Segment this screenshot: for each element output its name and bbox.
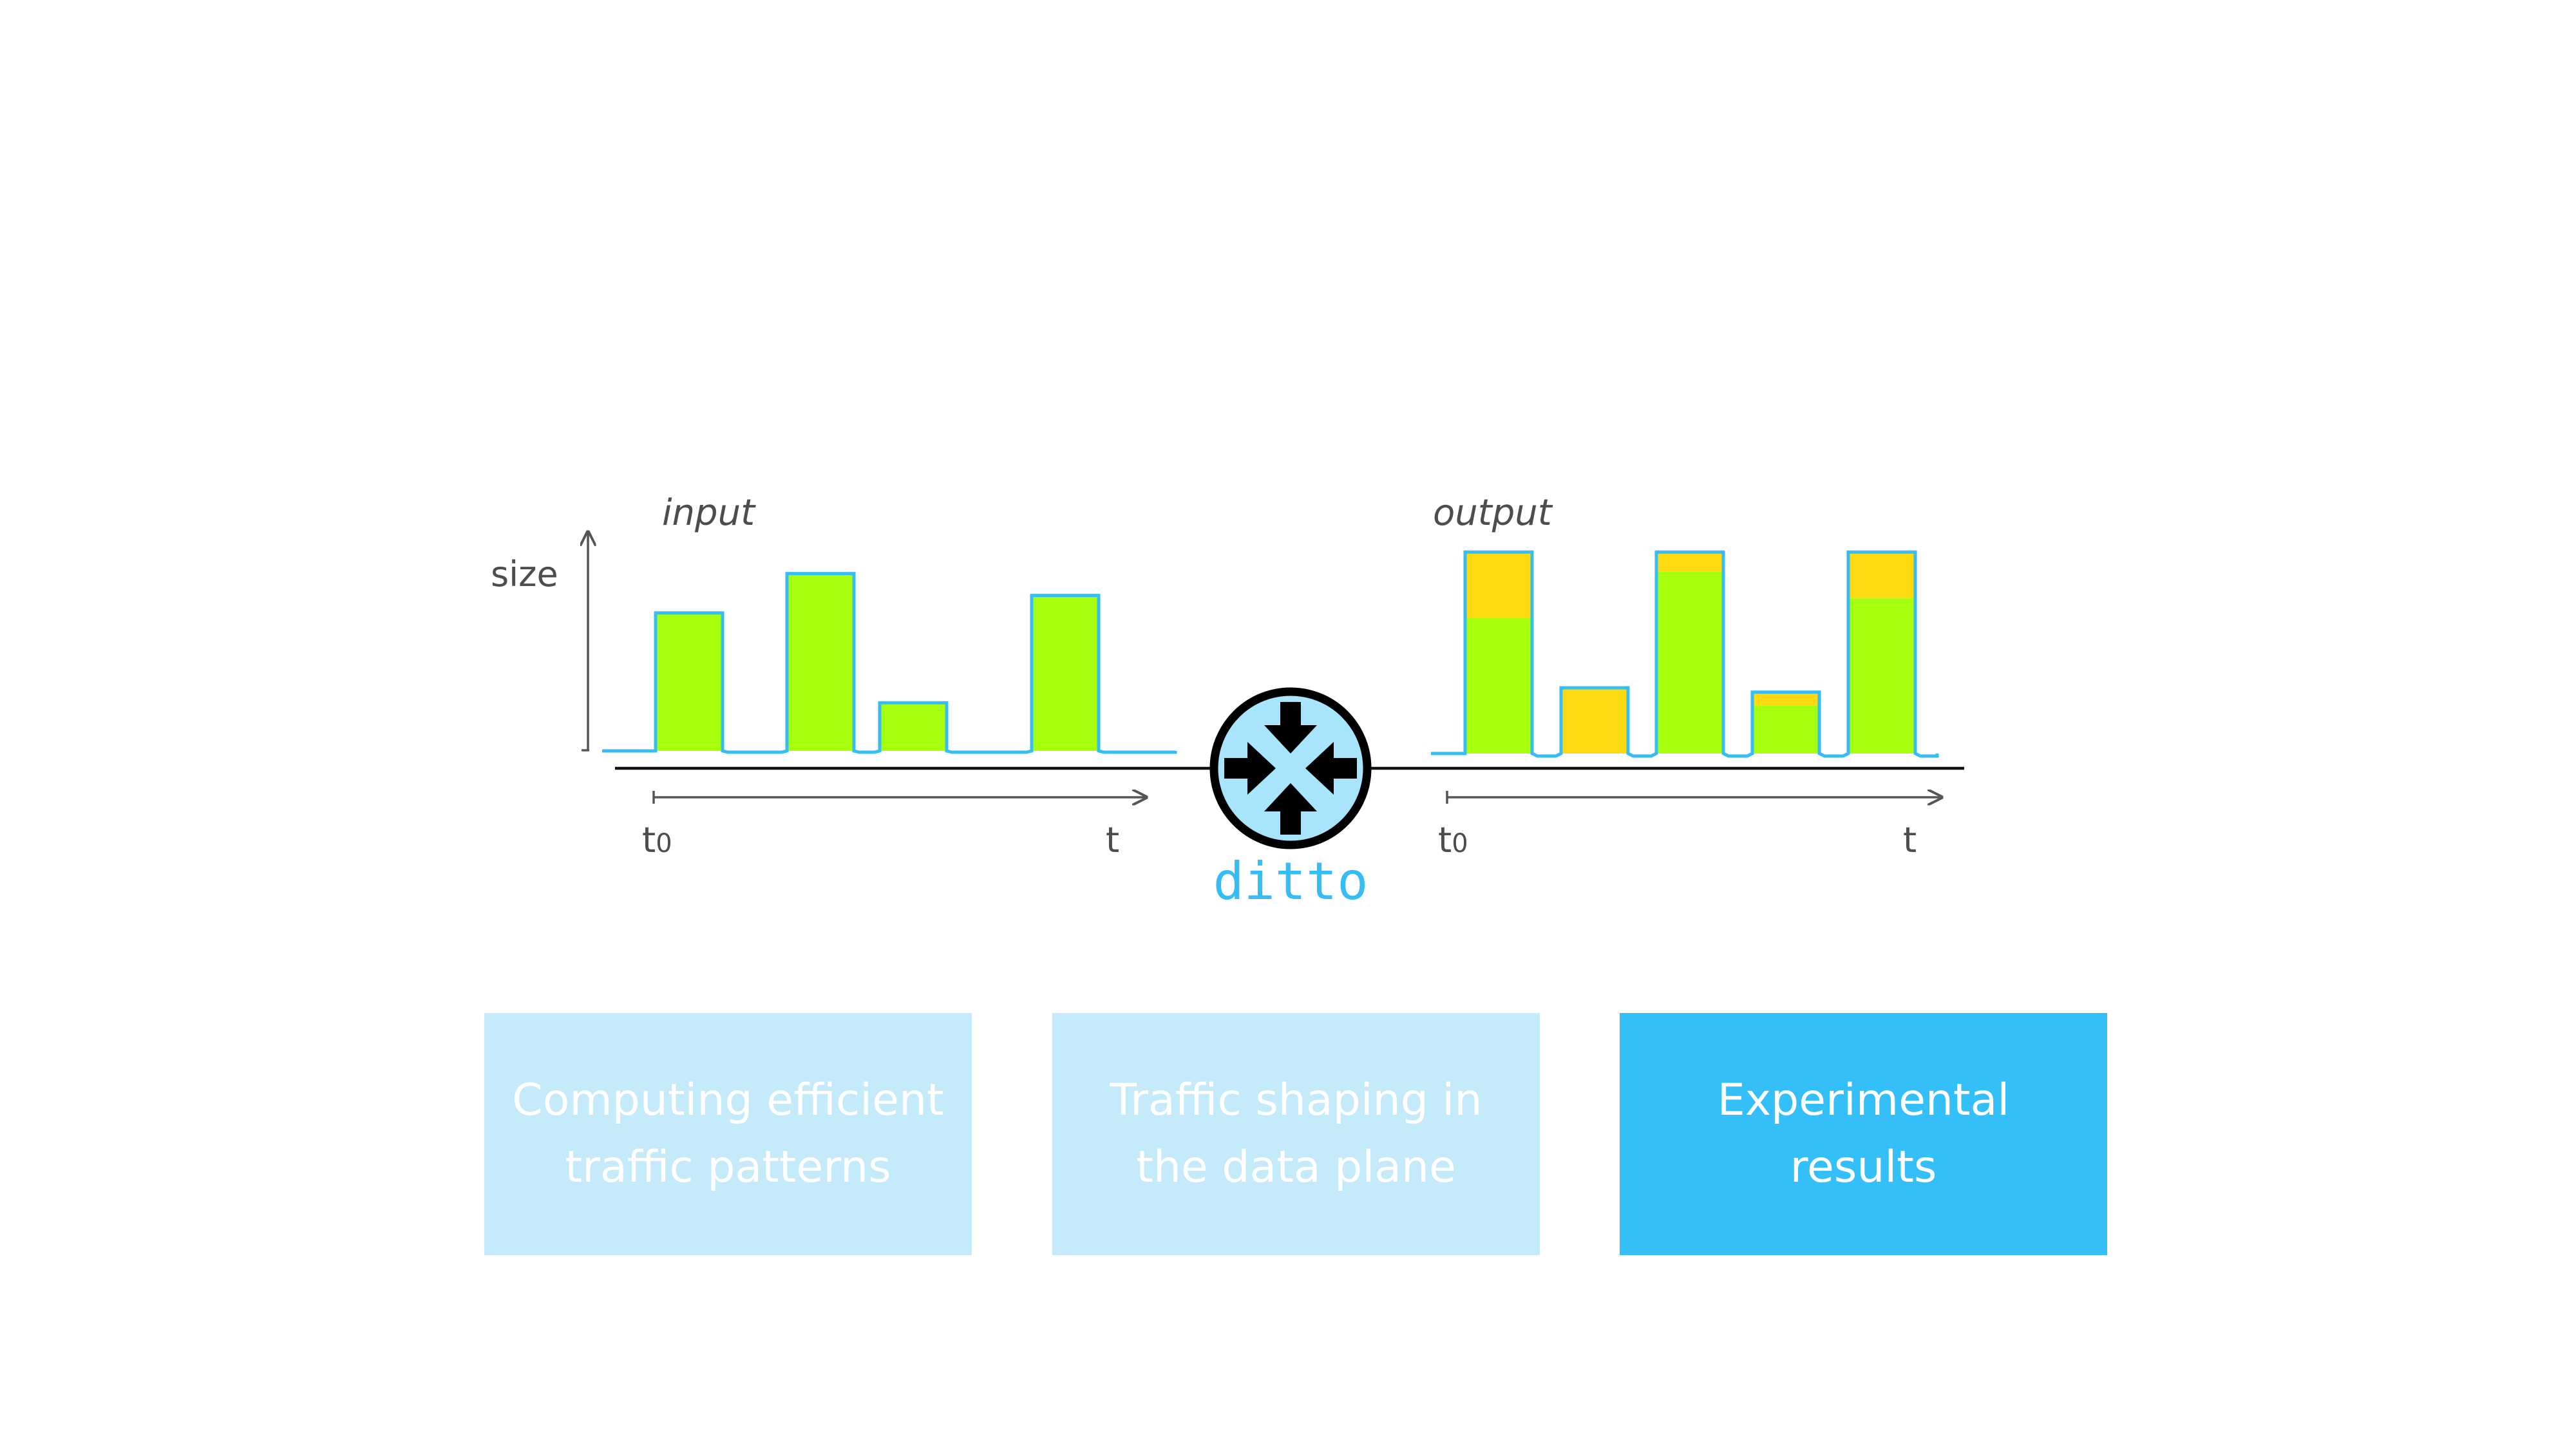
output-t0-subscript: 0 bbox=[1452, 829, 1468, 858]
size-axis-label: size bbox=[491, 554, 558, 594]
output-outline bbox=[1431, 550, 1939, 758]
input-t-label: t bbox=[1106, 820, 1119, 860]
input-packet-4 bbox=[1032, 595, 1099, 751]
output-title: output bbox=[1433, 492, 1553, 534]
output-chart: output t0 t bbox=[1431, 492, 1942, 860]
section-experimental-results[interactable]: Experimental results bbox=[1620, 1013, 2107, 1255]
output-packet-3 bbox=[1656, 571, 1723, 753]
output-padding-1 bbox=[1465, 552, 1532, 618]
output-padding-5 bbox=[1848, 552, 1915, 598]
input-packet-train bbox=[602, 572, 1177, 754]
output-packet-4 bbox=[1752, 705, 1819, 753]
section-traffic-shaping[interactable]: Traffic shaping in the data plane bbox=[1052, 1013, 1540, 1255]
section-computing-patterns-label: Computing efficient traffic patterns bbox=[512, 1075, 944, 1193]
input-chart: input size t0 t bbox=[491, 492, 1177, 860]
output-padding-4 bbox=[1752, 692, 1819, 706]
output-packet-train bbox=[1431, 550, 1939, 758]
input-packet-3 bbox=[880, 703, 947, 751]
output-t0-label: t0 bbox=[1438, 820, 1468, 860]
output-packet-1 bbox=[1465, 618, 1532, 753]
input-packet-2 bbox=[787, 573, 854, 751]
section-experimental-results-label: Experimental results bbox=[1717, 1075, 2010, 1193]
section-traffic-shaping-label: Traffic shaping in the data plane bbox=[1110, 1075, 1482, 1193]
output-packet-5 bbox=[1848, 598, 1915, 753]
output-t0-letter: t bbox=[1438, 820, 1452, 860]
ditto-label: ditto bbox=[1213, 851, 1368, 911]
output-padding-2 bbox=[1561, 688, 1628, 753]
output-t-label: t bbox=[1903, 820, 1917, 860]
input-packet-1 bbox=[656, 612, 723, 751]
input-t0-subscript: 0 bbox=[656, 829, 672, 858]
output-padding-3 bbox=[1656, 552, 1723, 572]
input-t0-label: t0 bbox=[642, 820, 672, 860]
router-icon bbox=[1209, 687, 1372, 849]
input-outline bbox=[602, 572, 1177, 754]
input-t0-letter: t bbox=[642, 820, 656, 860]
input-title: input bbox=[662, 492, 756, 534]
section-computing-patterns[interactable]: Computing efficient traffic patterns bbox=[484, 1013, 972, 1255]
